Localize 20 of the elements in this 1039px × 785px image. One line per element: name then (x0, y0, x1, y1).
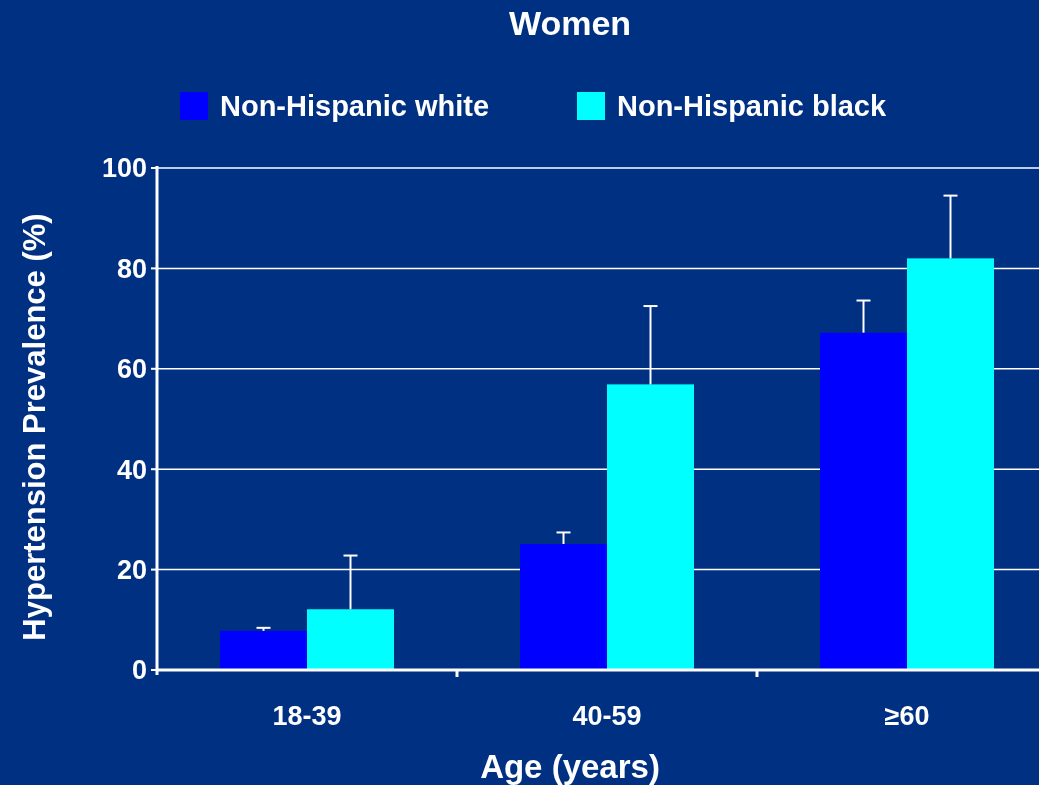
y-tick-label: 20 (116, 555, 147, 586)
bar (520, 544, 607, 670)
bar (307, 609, 394, 670)
y-tick-label: 40 (116, 454, 147, 485)
bar (220, 630, 307, 670)
y-tick-label: 0 (131, 655, 147, 686)
x-tick-label: 40-59 (572, 701, 642, 731)
y-tick-label: 100 (101, 153, 147, 184)
y-tick-label: 60 (116, 354, 147, 385)
chart-title: Women (508, 4, 632, 42)
bar (907, 258, 994, 670)
legend-label: Non-Hispanic white (220, 90, 490, 122)
y-tick-label: 80 (116, 253, 147, 284)
bar (607, 384, 694, 670)
x-tick-label: 18-39 (272, 701, 342, 731)
x-tick-label: ≥60 (884, 701, 930, 731)
bar (820, 332, 907, 670)
y-axis-title: Hypertension Prevalence (%) (17, 213, 52, 641)
legend-label: Non-Hispanic black (617, 90, 887, 122)
x-axis-title: Age (years) (480, 748, 660, 785)
